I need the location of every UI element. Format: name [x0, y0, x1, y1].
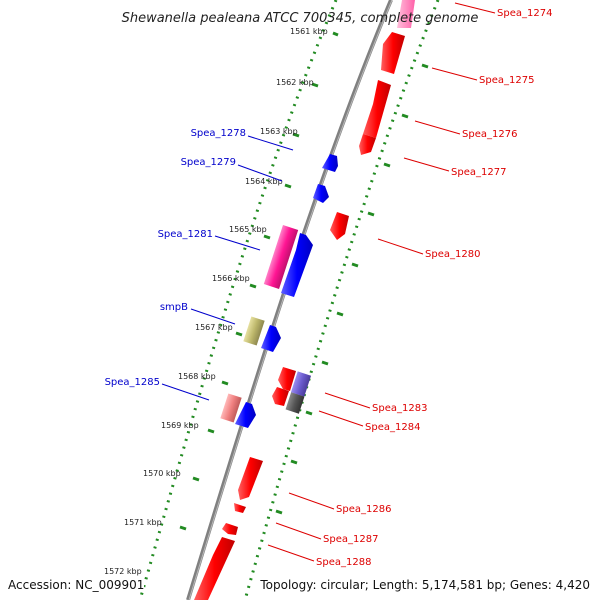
- major-ticks-inner: [179, 31, 339, 531]
- accession-text: Accession: NC_009901: [8, 578, 145, 592]
- rna-gray: [285, 392, 305, 414]
- gene-smpb-cds: [261, 325, 281, 352]
- gene-label-spea-1277: Spea_1277: [451, 167, 506, 178]
- gene-spea-1276: [363, 80, 391, 138]
- tick-label: 1561 kbp: [290, 27, 328, 36]
- gene-label-spea-1287: Spea_1287: [323, 534, 378, 545]
- tick-label: 1562 kbp: [276, 78, 314, 87]
- forward-strand-features: [220, 154, 338, 428]
- tick-label: 1571 kbp: [124, 518, 162, 527]
- tick-label: 1570 kbp: [143, 469, 181, 478]
- gene-label-smpb: smpB: [160, 302, 188, 313]
- gene-spea-1280: [330, 212, 349, 240]
- gene-label-spea-1285: Spea_1285: [105, 377, 160, 388]
- gene-label-spea-1274: Spea_1274: [497, 8, 552, 19]
- gene-label-spea-1284: Spea_1284: [365, 422, 420, 433]
- tick-label: 1567 kbp: [195, 323, 233, 332]
- rna-salmon: [220, 393, 242, 423]
- tick-labels: 1561 kbp 1562 kbp 1563 kbp 1564 kbp 1565…: [104, 27, 328, 576]
- rna-smpb: [243, 316, 265, 346]
- gene-spea-1279: [313, 184, 329, 203]
- gene-label-spea-1279: Spea_1279: [181, 157, 236, 168]
- leader-lines-right: [267, 2, 496, 562]
- tick-label: 1563 kbp: [260, 127, 298, 136]
- gene-spea-1278: [322, 154, 338, 172]
- tick-label: 1564 kbp: [245, 177, 283, 186]
- gene-spea-1281: [281, 233, 313, 297]
- rna-pink: [263, 225, 299, 289]
- gene-label-spea-1280: Spea_1280: [425, 249, 480, 260]
- tick-label: 1566 kbp: [212, 274, 250, 283]
- genome-stats-text: Topology: circular; Length: 5,174,581 bp…: [260, 578, 590, 592]
- gene-labels-left: Spea_1278 Spea_1279 Spea_1281 smpB Spea_…: [105, 128, 246, 388]
- gene-labels-right: Spea_1274 Spea_1275 Spea_1276 Spea_1277 …: [316, 8, 552, 568]
- gene-label-spea-1281: Spea_1281: [158, 229, 213, 240]
- gene-spea-1285: [235, 402, 256, 428]
- gene-label-spea-1286: Spea_1286: [336, 504, 391, 515]
- gene-spea-1288: [194, 537, 235, 600]
- tick-label: 1568 kbp: [178, 372, 216, 381]
- leader-lines-left: [161, 135, 294, 401]
- reverse-strand-features: [194, 0, 415, 600]
- gene-label-spea-1288: Spea_1288: [316, 557, 371, 568]
- rna-purple: [290, 371, 312, 397]
- major-ticks-outer: [275, 63, 429, 515]
- gene-label-spea-1276: Spea_1276: [462, 129, 517, 140]
- tick-label: 1569 kbp: [161, 421, 199, 430]
- gene-spea-1283b: [272, 387, 289, 406]
- gene-spea-1275: [381, 32, 405, 74]
- gene-spea-1287: [222, 523, 238, 535]
- gene-label-spea-1275: Spea_1275: [479, 75, 534, 86]
- gene-spea-1277: [359, 134, 376, 155]
- gene-spea-1286: [238, 457, 263, 500]
- tick-label: 1572 kbp: [104, 567, 142, 576]
- tick-label: 1565 kbp: [229, 225, 267, 234]
- map-title: Shewanella pealeana ATCC 700345, complet…: [122, 11, 479, 26]
- gene-label-spea-1278: Spea_1278: [191, 128, 246, 139]
- gene-spea-1286b: [234, 503, 246, 513]
- gene-spea-1274: [397, 0, 415, 28]
- gene-spea-1283: [278, 367, 296, 391]
- gene-label-spea-1283: Spea_1283: [372, 403, 427, 414]
